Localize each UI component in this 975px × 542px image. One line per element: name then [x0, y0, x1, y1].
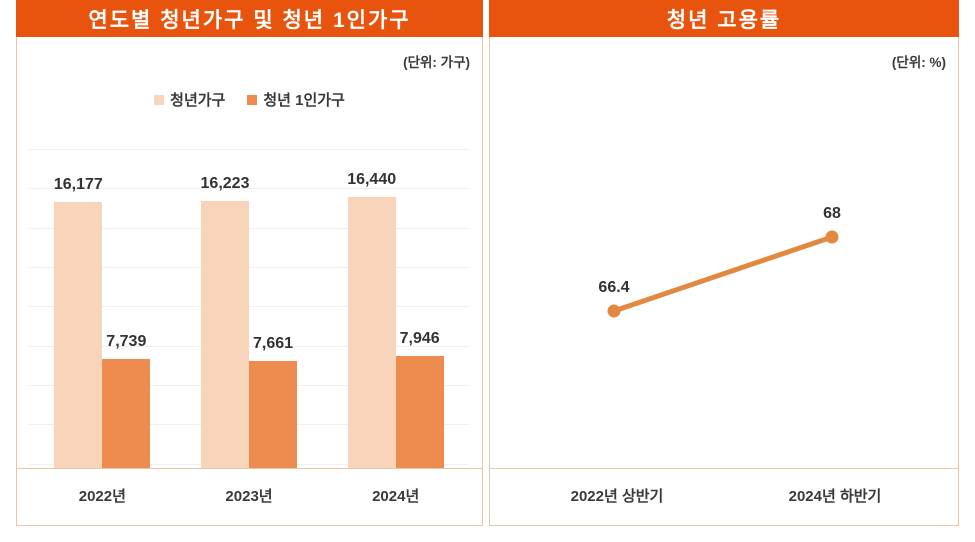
x-axis-tick-2024년: 2024년: [372, 488, 420, 505]
line-chart-plot-area: 66.4 68: [490, 37, 958, 469]
line-value-label: 68: [823, 205, 841, 222]
right-unit-note: (단위: %): [891, 55, 946, 70]
bar-value-label: 7,739: [106, 333, 147, 350]
line-data-point[interactable]: [607, 304, 621, 318]
left-panel-body: (단위: 가구) 청년가구 청년 1인가구 16,177 7,739 16,223 7…: [16, 37, 483, 526]
legend-swatch-youth-single-households: [247, 94, 258, 105]
bar-value-label: 16,177: [53, 176, 103, 193]
bar-value-label: 7,661: [252, 335, 294, 352]
line-value-label: 66.4: [598, 279, 630, 296]
x-axis-tick-2023년: 2023년: [225, 488, 273, 505]
bar-chart-legend: 청년가구 청년 1인가구: [17, 89, 482, 110]
legend-swatch-youth-households: [154, 94, 165, 105]
legend-item-youth-households: 청년가구: [154, 89, 225, 110]
bar-value-label: 16,223: [200, 175, 250, 192]
legend-label-youth-households: 청년가구: [170, 92, 226, 109]
right-panel-body: (단위: %) 66.4 68 2022년 상반기 2024년 하반기: [489, 37, 959, 526]
right-panel-header: 청년 고용률: [489, 0, 959, 37]
x-axis-tick-first-half-2022: 2022년 상반기: [570, 488, 664, 505]
left-panel-header: 연도별 청년가구 및 청년 1인가구: [16, 0, 483, 37]
legend-item-youth-single-households: 청년 1인가구: [247, 89, 345, 110]
legend-label-youth-single-households: 청년 1인가구: [263, 92, 345, 109]
bar-youth-households[interactable]: [201, 201, 249, 504]
gridline: [29, 188, 469, 189]
gridline: [29, 346, 469, 347]
x-axis-tick-2022년: 2022년: [78, 488, 126, 505]
bar-value-label: 7,946: [399, 330, 440, 347]
line-series-path: [611, 234, 835, 314]
bar-chart-x-axis: 2022년 2023년 2024년: [17, 468, 482, 525]
gridline: [29, 228, 469, 229]
bar-chart-plot-area: 16,177 7,739 16,223 7,661 16,440 7,946: [29, 149, 469, 504]
x-axis-tick-second-half-2024: 2024년 하반기: [788, 488, 882, 505]
panel-youth-employment-rate: 청년 고용률 (단위: %) 66.4 68 2022년 상반기 2024년 하반기: [489, 0, 959, 526]
left-panel-title: 연도별 청년가구 및 청년 1인가구: [88, 8, 411, 32]
line-chart-x-axis: 2022년 상반기 2024년 하반기: [490, 468, 958, 525]
gridline: [29, 267, 469, 268]
panel-youth-households: 연도별 청년가구 및 청년 1인가구 (단위: 가구) 청년가구 청년 1인가구…: [16, 0, 483, 526]
gridline: [29, 149, 469, 150]
left-unit-note: (단위: 가구): [403, 55, 470, 70]
right-panel-title: 청년 고용률: [666, 8, 782, 32]
bar-youth-households[interactable]: [347, 197, 396, 504]
bar-youth-households[interactable]: [54, 202, 103, 504]
bar-value-label: 16,440: [347, 171, 397, 188]
gridline: [29, 306, 469, 307]
line-chart-svg: [607, 230, 839, 318]
line-data-point[interactable]: [825, 230, 839, 244]
